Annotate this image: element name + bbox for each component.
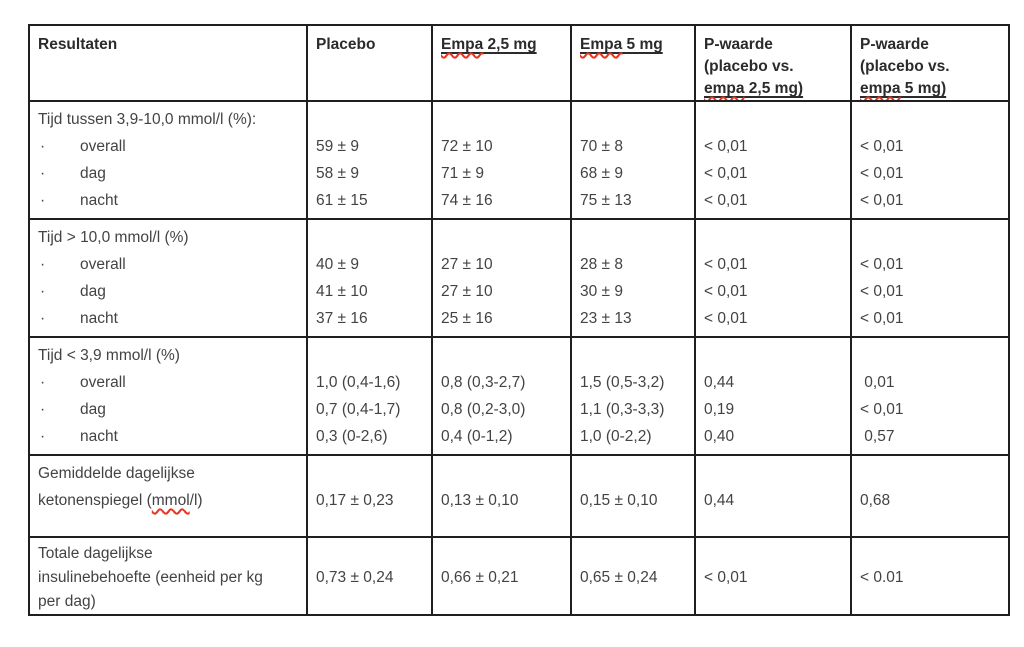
list-item: · nacht (38, 305, 298, 332)
bullet-icon: · (40, 374, 46, 391)
list-item: · overall (38, 133, 298, 160)
header-placebo-label: Placebo (316, 36, 376, 53)
section-title: Tijd > 10,0 mmol/l (%) (38, 229, 189, 246)
empa-2-5-cell: 0,8 (0,3-2,7) 0,8 (0,2-3,0) 0,4 (0-1,2) (431, 336, 572, 456)
bullet-icon: · (40, 192, 46, 209)
p-waarde-5-cell: 0,01 < 0,01 0,57 (850, 336, 1010, 456)
bullet-icon: · (40, 310, 46, 327)
list-item: · dag (38, 160, 298, 187)
section-row-tijd-tussen: Tijd tussen 3,9-10,0 mmol/l (%): · overal… (28, 100, 1010, 220)
p-waarde-2-5-cell: < 0,01 (694, 536, 852, 616)
bullet-icon: · (40, 428, 46, 445)
p-waarde-5-cell: 0,68 (850, 454, 1010, 538)
empa-2-5-cell: 27 ± 10 27 ± 10 25 ± 16 (431, 218, 572, 338)
label-cell: Tijd < 3,9 mmol/l (%) · overall · dag · nac… (28, 336, 308, 456)
label-cell: Gemiddelde dagelijkse ketonenspiegel (mm… (28, 454, 308, 538)
list-item: · nacht (38, 187, 298, 214)
bullet-icon: · (40, 283, 46, 300)
empa-5-cell: 70 ± 8 68 ± 9 75 ± 13 (570, 100, 696, 220)
list-item: · overall (38, 251, 298, 278)
section-row-tijd-onder-3-9: Tijd < 3,9 mmol/l (%) · overall · dag · nac… (28, 336, 1010, 456)
p-waarde-5-cell: < 0.01 (850, 536, 1010, 616)
section-title: Tijd < 3,9 mmol/l (%) (38, 347, 180, 364)
row-ketonenspiegel: Gemiddelde dagelijkse ketonenspiegel (mm… (28, 454, 1010, 538)
header-p-waarde-5: P-waarde (placebo vs. empa 5 mg) (850, 24, 1010, 102)
header-resultaten-label: Resultaten (38, 36, 118, 53)
list-item: · dag (38, 278, 298, 305)
label-cell: Tijd > 10,0 mmol/l (%) · overall · dag · na… (28, 218, 308, 338)
bullet-icon: · (40, 165, 46, 182)
header-placebo: Placebo (306, 24, 433, 102)
placebo-cell: 1,0 (0,4-1,6) 0,7 (0,4-1,7) 0,3 (0-2,6) (306, 336, 433, 456)
empa-5-cell: 1,5 (0,5-3,2) 1,1 (0,3-3,3) 1,0 (0-2,2) (570, 336, 696, 456)
p-waarde-2-5-cell: < 0,01 < 0,01 < 0,01 (694, 100, 852, 220)
header-empa-2-5-label: Empa 2,5 mg (441, 36, 537, 53)
header-empa-5-label: Empa 5 mg (580, 36, 663, 53)
header-row: Resultaten Placebo Empa 2,5 mg Empa 5 mg… (28, 24, 1010, 102)
placebo-cell: 0,17 ± 0,23 (306, 454, 433, 538)
label-cell: Tijd tussen 3,9-10,0 mmol/l (%): · overal… (28, 100, 308, 220)
placebo-cell: 59 ± 9 58 ± 9 61 ± 15 (306, 100, 433, 220)
empa-2-5-cell: 0,13 ± 0,10 (431, 454, 572, 538)
list-item: · nacht (38, 423, 298, 450)
results-table: Resultaten Placebo Empa 2,5 mg Empa 5 mg… (28, 24, 1010, 616)
empa-5-cell: 28 ± 8 30 ± 9 23 ± 13 (570, 218, 696, 338)
row-insulinebehoefte: Totale dagelijkse insulinebehoefte (eenh… (28, 536, 1010, 616)
list-item: · dag (38, 396, 298, 423)
p-waarde-2-5-cell: 0,44 (694, 454, 852, 538)
list-item: · overall (38, 369, 298, 396)
empa-5-cell: 0,65 ± 0,24 (570, 536, 696, 616)
empa-2-5-cell: 0,66 ± 0,21 (431, 536, 572, 616)
p-waarde-5-cell: < 0,01 < 0,01 < 0,01 (850, 218, 1010, 338)
section-title: Tijd tussen 3,9-10,0 mmol/l (%): (38, 111, 257, 128)
header-p-waarde-2-5: P-waarde (placebo vs. empa 2,5 mg) (694, 24, 852, 102)
placebo-cell: 40 ± 9 41 ± 10 37 ± 16 (306, 218, 433, 338)
bullet-icon: · (40, 256, 46, 273)
bullet-icon: · (40, 401, 46, 418)
p-waarde-5-cell: < 0,01 < 0,01 < 0,01 (850, 100, 1010, 220)
bullet-icon: · (40, 138, 46, 155)
placebo-cell: 0,73 ± 0,24 (306, 536, 433, 616)
header-empa-5-mg: Empa 5 mg (570, 24, 696, 102)
label-cell: Totale dagelijkse insulinebehoefte (eenh… (28, 536, 308, 616)
empa-2-5-cell: 72 ± 10 71 ± 9 74 ± 16 (431, 100, 572, 220)
section-row-tijd-boven-10: Tijd > 10,0 mmol/l (%) · overall · dag · na… (28, 218, 1010, 338)
empa-5-cell: 0,15 ± 0,10 (570, 454, 696, 538)
header-empa-2-5-mg: Empa 2,5 mg (431, 24, 572, 102)
p-waarde-2-5-cell: 0,44 0,19 0,40 (694, 336, 852, 456)
p-waarde-2-5-cell: < 0,01 < 0,01 < 0,01 (694, 218, 852, 338)
header-resultaten: Resultaten (28, 24, 308, 102)
